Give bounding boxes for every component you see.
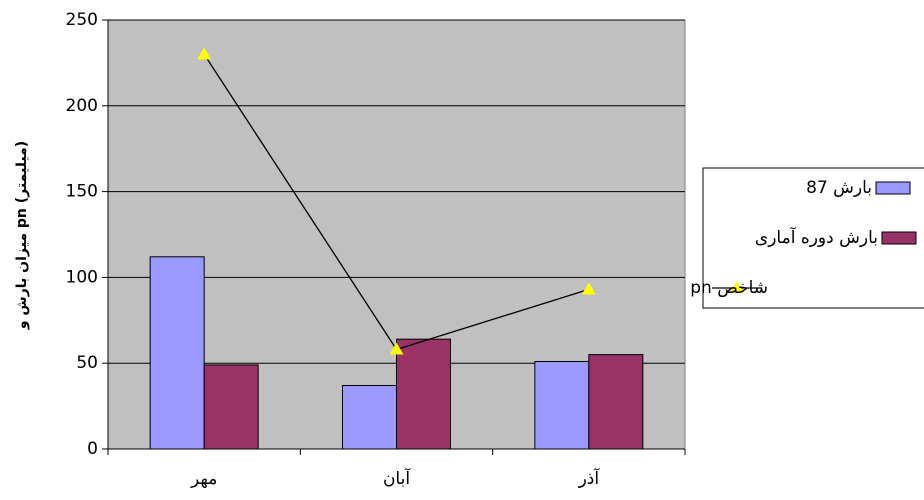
y-tick-label: 250 [66, 10, 98, 30]
bar [203, 364, 259, 450]
marker [389, 342, 404, 355]
y-tick-label: 100 [66, 267, 98, 287]
legend-marker [730, 281, 744, 293]
y-tick-label: 150 [66, 182, 98, 202]
y-tick-label: 0 [87, 439, 98, 459]
marker [581, 282, 596, 295]
legend-label: بارش دوره آماری [755, 226, 878, 248]
y-tick-label: 50 [76, 353, 98, 373]
legend-swatch [881, 231, 917, 245]
marker [197, 47, 212, 60]
bar [588, 354, 644, 450]
legend-label: شاخص pn [690, 278, 768, 298]
bar [396, 338, 451, 450]
legend-label: بارش 87 [806, 178, 872, 198]
y-tick-label: 200 [66, 96, 98, 116]
bar [342, 385, 397, 450]
legend-swatch [875, 181, 911, 195]
bar [534, 360, 590, 450]
x-tick-label: آبان [383, 467, 411, 489]
x-tick-label: مهر [190, 469, 217, 489]
bar [149, 256, 205, 450]
x-tick-label: آذر [578, 467, 601, 489]
y-axis-label: میزان بارش و pn (میلیمتر) [14, 141, 30, 330]
